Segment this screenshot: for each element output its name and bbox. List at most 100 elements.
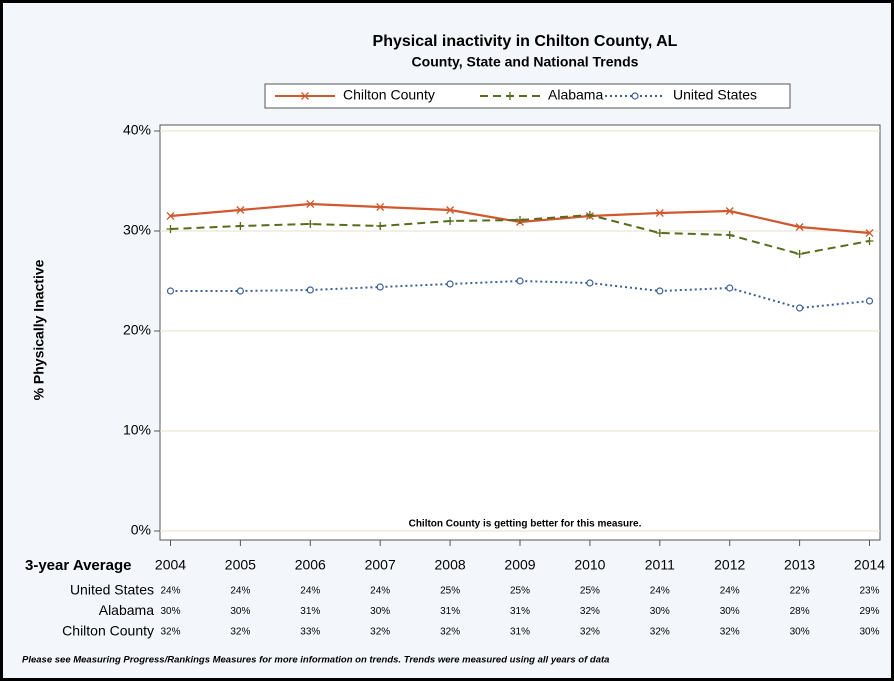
- legend-box: [264, 83, 791, 109]
- data-point: [725, 231, 734, 239]
- table-cell: 24%: [720, 586, 740, 597]
- table-cell: 30%: [860, 627, 880, 638]
- x-tick-label: 2004: [155, 557, 186, 573]
- table-cell: 28%: [790, 606, 810, 617]
- table-cell: 32%: [650, 627, 670, 638]
- data-point: [586, 279, 594, 287]
- table-cell: 23%: [860, 586, 880, 597]
- y-tick-label: 30%: [123, 222, 151, 238]
- data-point: [306, 286, 314, 294]
- table-cell: 32%: [230, 627, 250, 638]
- table-cell: 32%: [440, 627, 460, 638]
- data-point: [376, 203, 385, 211]
- table-cell: 30%: [720, 606, 740, 617]
- table-cell: 24%: [300, 586, 320, 597]
- table-cell: 30%: [230, 606, 250, 617]
- data-point: [655, 209, 664, 217]
- table-cell: 24%: [370, 586, 390, 597]
- data-point: [795, 250, 804, 258]
- table-cell: 31%: [510, 627, 530, 638]
- chart-title: Physical inactivity in Chilton County, A…: [373, 33, 678, 50]
- legend-marker: [301, 92, 309, 100]
- data-point: [306, 200, 315, 208]
- table-cell: 32%: [580, 606, 600, 617]
- series-line: [170, 279, 870, 310]
- table-cell: 32%: [370, 627, 390, 638]
- data-point: [516, 216, 524, 224]
- table-cell: 31%: [510, 606, 530, 617]
- table-row-label: United States: [70, 582, 154, 598]
- x-tick-label: 2010: [574, 557, 605, 573]
- table-cell: 32%: [720, 627, 740, 638]
- table-cell: 31%: [300, 606, 320, 617]
- data-point: [236, 206, 245, 214]
- footnote: Please see Measuring Progress/Rankings M…: [22, 655, 609, 666]
- table-cell: 25%: [440, 586, 460, 597]
- data-point: [516, 277, 524, 285]
- table-cell: 32%: [160, 627, 180, 638]
- data-point: [865, 237, 874, 245]
- x-tick-label: 2013: [784, 557, 815, 573]
- data-point: [796, 304, 804, 312]
- data-point: [865, 297, 874, 305]
- data-point: [446, 280, 454, 288]
- data-point: [725, 207, 734, 215]
- table-row-label: Alabama: [99, 602, 154, 618]
- table-cell: 22%: [790, 586, 810, 597]
- series-line: [170, 213, 870, 256]
- data-point: [236, 287, 244, 295]
- legend-label: United States: [673, 87, 757, 103]
- table-cell: 32%: [580, 627, 600, 638]
- table-cell: 24%: [160, 586, 180, 597]
- table-cell: 30%: [370, 606, 390, 617]
- data-point: [166, 225, 175, 233]
- data-point: [306, 220, 315, 228]
- x-tick-label: 2014: [854, 557, 885, 573]
- table-cell: 30%: [790, 627, 810, 638]
- y-axis-label: % Physically Inactive: [31, 259, 47, 400]
- x-tick-label: 2011: [645, 557, 675, 573]
- legend-label: Chilton County: [343, 87, 435, 103]
- data-point: [655, 229, 664, 237]
- x-tick-label: 2007: [365, 557, 396, 573]
- data-point: [446, 206, 455, 214]
- data-point: [865, 229, 874, 237]
- data-point: [376, 222, 385, 230]
- table-cell: 30%: [160, 606, 180, 617]
- table-cell: 24%: [650, 586, 670, 597]
- table-cell: 30%: [650, 606, 670, 617]
- table-cell: 25%: [580, 586, 600, 597]
- x-tick-label: 2006: [295, 557, 326, 573]
- y-tick-label: 10%: [123, 422, 151, 438]
- plot-area: [159, 124, 881, 541]
- data-point: [376, 283, 384, 291]
- data-point: [446, 217, 455, 225]
- y-tick-label: 40%: [123, 122, 151, 138]
- x-tick-label: 2009: [504, 557, 535, 573]
- table-row-label: Chilton County: [62, 623, 154, 639]
- data-point: [166, 287, 175, 295]
- annotation: Chilton County is getting better for thi…: [409, 519, 642, 530]
- legend-marker: [631, 92, 639, 100]
- legend-label: Alabama: [548, 87, 603, 103]
- data-point: [795, 223, 804, 231]
- table-title: 3-year Average: [25, 557, 131, 574]
- chart-subtitle: County, State and National Trends: [412, 54, 639, 70]
- data-point: [656, 287, 664, 295]
- data-point: [166, 212, 175, 220]
- x-tick-label: 2005: [225, 557, 256, 573]
- y-tick-label: 0%: [131, 522, 151, 538]
- data-point: [585, 211, 594, 219]
- data-point: [236, 222, 245, 230]
- table-cell: 33%: [300, 627, 320, 638]
- table-cell: 24%: [230, 586, 250, 597]
- data-point: [726, 284, 734, 292]
- table-cell: 31%: [440, 606, 460, 617]
- table-cell: 25%: [510, 586, 530, 597]
- table-cell: 29%: [860, 606, 880, 617]
- x-tick-label: 2012: [714, 557, 745, 573]
- legend-marker: [506, 92, 514, 100]
- y-tick-label: 20%: [123, 322, 151, 338]
